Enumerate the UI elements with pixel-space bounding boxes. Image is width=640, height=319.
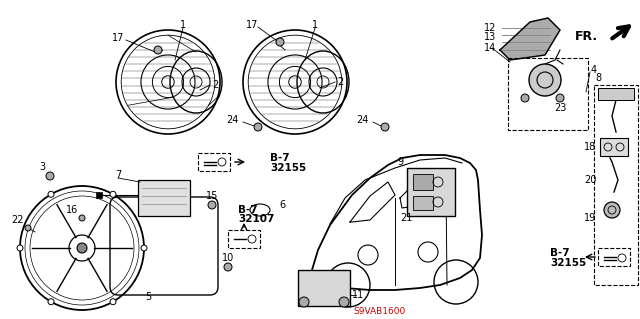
Text: FR.: FR. (575, 29, 598, 42)
Bar (198, 153, 230, 171)
Bar (594, 85, 638, 285)
Bar (413, 174, 433, 190)
Circle shape (276, 38, 284, 46)
Circle shape (48, 191, 54, 197)
Circle shape (556, 94, 564, 102)
Circle shape (48, 299, 54, 305)
Text: 4: 4 (591, 65, 597, 75)
Circle shape (46, 172, 54, 180)
Text: 11: 11 (352, 290, 364, 300)
Bar (598, 248, 630, 266)
Circle shape (141, 245, 147, 251)
Text: 3: 3 (39, 162, 45, 172)
Text: 9: 9 (397, 157, 403, 167)
Text: S9VAB1600: S9VAB1600 (354, 308, 406, 316)
Circle shape (79, 215, 85, 221)
Text: B-7: B-7 (238, 205, 258, 215)
Text: 24: 24 (356, 115, 368, 125)
Text: 23: 23 (554, 103, 566, 113)
Text: 24: 24 (226, 115, 238, 125)
Text: 32107: 32107 (238, 214, 275, 224)
Text: 1: 1 (180, 20, 186, 30)
Text: 18: 18 (584, 142, 596, 152)
Circle shape (254, 123, 262, 131)
Circle shape (77, 243, 87, 253)
Text: 7: 7 (115, 170, 121, 180)
Text: 1: 1 (312, 20, 318, 30)
Circle shape (208, 201, 216, 209)
Text: 5: 5 (145, 292, 151, 302)
Circle shape (25, 225, 31, 231)
Text: 32155: 32155 (270, 163, 307, 173)
Bar (598, 88, 634, 100)
Text: 13: 13 (484, 32, 496, 42)
Polygon shape (500, 18, 560, 60)
Bar (407, 168, 455, 216)
Text: 8: 8 (595, 73, 601, 83)
Text: 17: 17 (112, 33, 124, 43)
Text: B-7: B-7 (270, 153, 290, 163)
Circle shape (154, 46, 162, 54)
Text: 2: 2 (337, 77, 343, 87)
Bar (228, 230, 260, 248)
Circle shape (17, 245, 23, 251)
Text: 14: 14 (484, 43, 496, 53)
Text: 22: 22 (12, 215, 24, 225)
Circle shape (110, 299, 116, 305)
Bar (508, 58, 588, 130)
Circle shape (521, 94, 529, 102)
Text: 21: 21 (400, 213, 412, 223)
Text: 17: 17 (246, 20, 258, 30)
Text: 10: 10 (222, 253, 234, 263)
Text: 12: 12 (484, 23, 496, 33)
Text: 6: 6 (279, 200, 285, 210)
Text: 15: 15 (206, 191, 218, 201)
Circle shape (339, 297, 349, 307)
Text: 19: 19 (584, 213, 596, 223)
Circle shape (110, 191, 116, 197)
Bar (600, 138, 628, 156)
Text: 2: 2 (212, 80, 218, 90)
Bar (413, 196, 433, 210)
Text: 20: 20 (584, 175, 596, 185)
Bar (298, 270, 350, 306)
Circle shape (529, 64, 561, 96)
Circle shape (381, 123, 389, 131)
Circle shape (224, 263, 232, 271)
Bar (96, 192, 102, 198)
Circle shape (604, 202, 620, 218)
Text: B-7: B-7 (550, 248, 570, 258)
FancyBboxPatch shape (110, 197, 218, 295)
Circle shape (299, 297, 309, 307)
Text: 16: 16 (66, 205, 78, 215)
Bar (138, 180, 190, 216)
Text: 32155: 32155 (550, 258, 586, 268)
